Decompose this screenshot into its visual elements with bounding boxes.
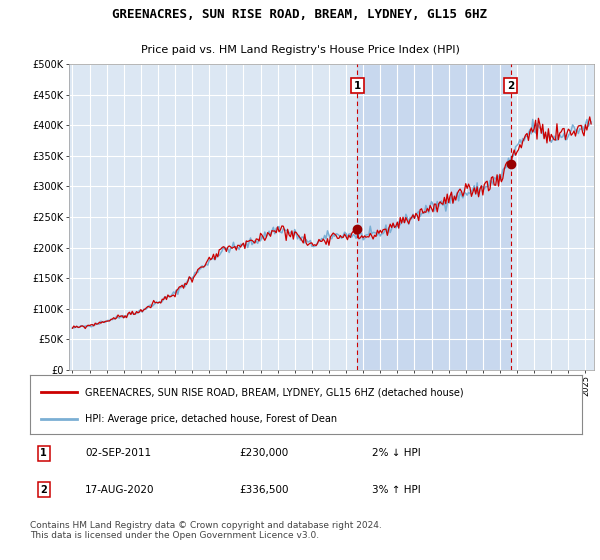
Text: Price paid vs. HM Land Registry's House Price Index (HPI): Price paid vs. HM Land Registry's House … <box>140 45 460 55</box>
Text: 2: 2 <box>507 81 514 91</box>
Text: 2: 2 <box>40 485 47 494</box>
Bar <box>358 64 511 370</box>
Text: HPI: Average price, detached house, Forest of Dean: HPI: Average price, detached house, Fore… <box>85 414 337 424</box>
Text: 1: 1 <box>354 81 361 91</box>
Text: GREENACRES, SUN RISE ROAD, BREAM, LYDNEY, GL15 6HZ (detached house): GREENACRES, SUN RISE ROAD, BREAM, LYDNEY… <box>85 388 464 397</box>
Text: GREENACRES, SUN RISE ROAD, BREAM, LYDNEY, GL15 6HZ: GREENACRES, SUN RISE ROAD, BREAM, LYDNEY… <box>113 8 487 21</box>
Text: 17-AUG-2020: 17-AUG-2020 <box>85 485 155 494</box>
Text: £336,500: £336,500 <box>240 485 289 494</box>
Text: 1: 1 <box>40 449 47 459</box>
Text: 2% ↓ HPI: 2% ↓ HPI <box>372 449 421 459</box>
Text: 3% ↑ HPI: 3% ↑ HPI <box>372 485 421 494</box>
Text: £230,000: £230,000 <box>240 449 289 459</box>
Text: Contains HM Land Registry data © Crown copyright and database right 2024.
This d: Contains HM Land Registry data © Crown c… <box>30 521 382 540</box>
Text: 02-SEP-2011: 02-SEP-2011 <box>85 449 151 459</box>
